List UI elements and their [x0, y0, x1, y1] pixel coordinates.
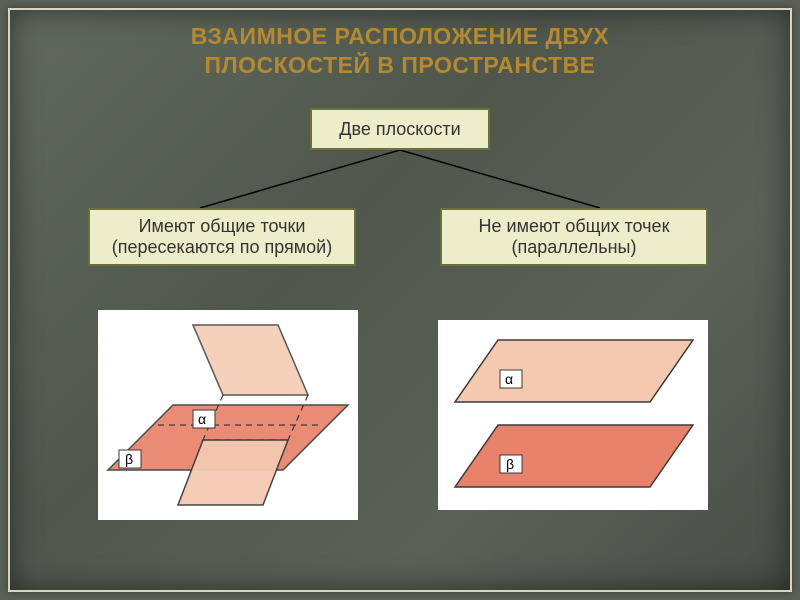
right-node-line1: Не имеют общих точек: [479, 216, 670, 237]
right-node: Не имеют общих точек (параллельны): [440, 208, 708, 266]
beta-label-2: β: [506, 456, 514, 472]
figure-parallel-planes: α β: [438, 320, 708, 510]
left-node-line1: Имеют общие точки: [139, 216, 306, 237]
left-node: Имеют общие точки (пересекаются по прямо…: [88, 208, 356, 266]
root-node-label: Две плоскости: [339, 119, 460, 140]
root-node: Две плоскости: [310, 108, 490, 150]
alpha-label-2: α: [505, 371, 513, 387]
left-node-line2: (пересекаются по прямой): [112, 237, 332, 258]
beta-label: β: [125, 451, 133, 467]
page-title: ВЗАИМНОЕ РАСПОЛОЖЕНИЕ ДВУХ ПЛОСКОСТЕЙ В …: [80, 22, 720, 80]
title-line-2: ПЛОСКОСТЕЙ В ПРОСТРАНСТВЕ: [204, 52, 595, 78]
figure-intersecting-planes: α β: [98, 310, 358, 520]
alpha-label: α: [198, 411, 206, 427]
title-line-1: ВЗАИМНОЕ РАСПОЛОЖЕНИЕ ДВУХ: [191, 23, 610, 49]
right-node-line2: (параллельны): [512, 237, 637, 258]
